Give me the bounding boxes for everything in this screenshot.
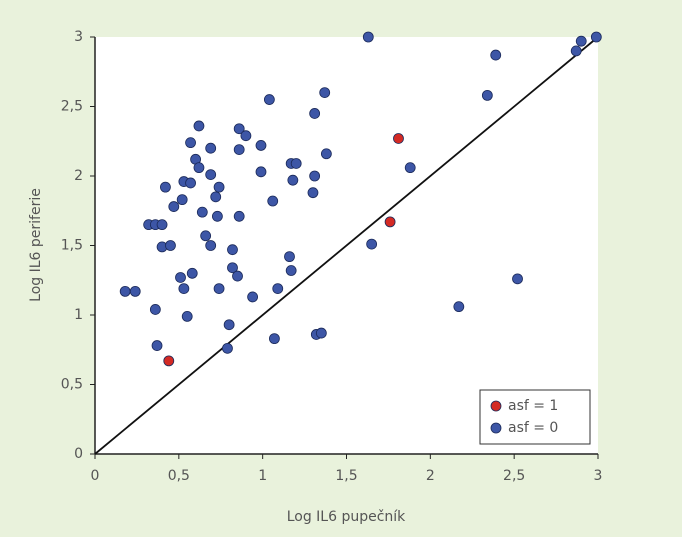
- x-tick-label: 0,5: [168, 468, 190, 484]
- point: [227, 244, 238, 256]
- point: [284, 251, 295, 263]
- point: [366, 238, 378, 250]
- x-tick-label: 2: [426, 468, 435, 484]
- x-tick-label: 1: [258, 468, 267, 484]
- y-tick-label: 1,5: [61, 238, 83, 254]
- y-tick-label: 2: [74, 168, 83, 184]
- point: [575, 35, 587, 47]
- point: [176, 194, 188, 206]
- legend-label: asf = 1: [508, 398, 558, 414]
- point: [165, 240, 176, 251]
- y-tick-label: 3: [74, 29, 83, 45]
- point: [193, 120, 205, 132]
- point: [119, 285, 131, 297]
- point: [156, 219, 168, 231]
- point: [178, 283, 190, 294]
- point: [196, 206, 208, 218]
- point: [223, 319, 235, 331]
- point: [227, 262, 238, 274]
- point: [205, 240, 217, 251]
- point: [290, 158, 302, 169]
- x-axis-label: Log IL6 pupečník: [287, 509, 406, 525]
- point: [384, 216, 396, 228]
- point: [205, 169, 217, 181]
- point: [570, 45, 582, 57]
- point: [320, 148, 332, 160]
- legend-label: asf = 0: [508, 420, 558, 436]
- y-tick-label: 2,5: [61, 99, 83, 115]
- point: [175, 272, 186, 283]
- point: [453, 301, 465, 313]
- point: [163, 355, 175, 367]
- point: [362, 31, 374, 43]
- legend-box: [479, 389, 591, 445]
- point: [233, 144, 245, 155]
- point: [255, 166, 267, 178]
- point: [287, 174, 299, 186]
- point: [490, 49, 502, 61]
- point: [186, 267, 198, 279]
- x-tick-label: 2,5: [503, 468, 525, 484]
- point: [404, 162, 416, 174]
- point: [233, 123, 245, 135]
- point: [263, 94, 275, 105]
- point: [213, 181, 225, 193]
- point: [185, 177, 196, 189]
- point: [205, 142, 217, 154]
- point: [285, 265, 297, 276]
- y-tick-label: 0: [74, 446, 83, 462]
- point: [160, 181, 171, 193]
- point: [129, 285, 141, 297]
- point: [247, 291, 259, 303]
- point: [213, 283, 225, 294]
- y-tick-label: 0,5: [61, 377, 83, 393]
- point: [222, 342, 233, 354]
- y-tick-label: 1: [74, 307, 83, 323]
- point: [233, 210, 245, 222]
- point: [168, 201, 180, 212]
- point: [193, 162, 205, 174]
- y-axis-label: Log IL6 periferie: [28, 188, 44, 302]
- point: [210, 191, 222, 203]
- diagonal-line: [94, 36, 599, 455]
- point: [315, 327, 327, 339]
- x-tick-label: 1,5: [335, 468, 357, 484]
- point: [240, 130, 252, 142]
- point: [232, 270, 243, 282]
- point: [590, 31, 602, 43]
- point: [269, 333, 280, 345]
- point: [307, 187, 319, 199]
- point: [309, 108, 321, 119]
- point: [185, 137, 196, 149]
- legend-marker: [490, 422, 502, 434]
- point: [255, 140, 267, 151]
- x-tick-label: 3: [594, 468, 603, 484]
- point: [211, 210, 223, 222]
- point: [200, 230, 212, 242]
- point: [309, 170, 321, 182]
- x-tick-label: 0: [91, 468, 100, 484]
- point: [319, 87, 331, 98]
- point: [272, 283, 284, 294]
- point: [481, 89, 493, 101]
- point: [149, 304, 161, 315]
- point: [512, 273, 523, 285]
- legend-marker: [490, 400, 502, 412]
- point: [181, 310, 193, 322]
- point: [151, 340, 163, 351]
- point: [393, 133, 404, 144]
- point: [267, 195, 279, 207]
